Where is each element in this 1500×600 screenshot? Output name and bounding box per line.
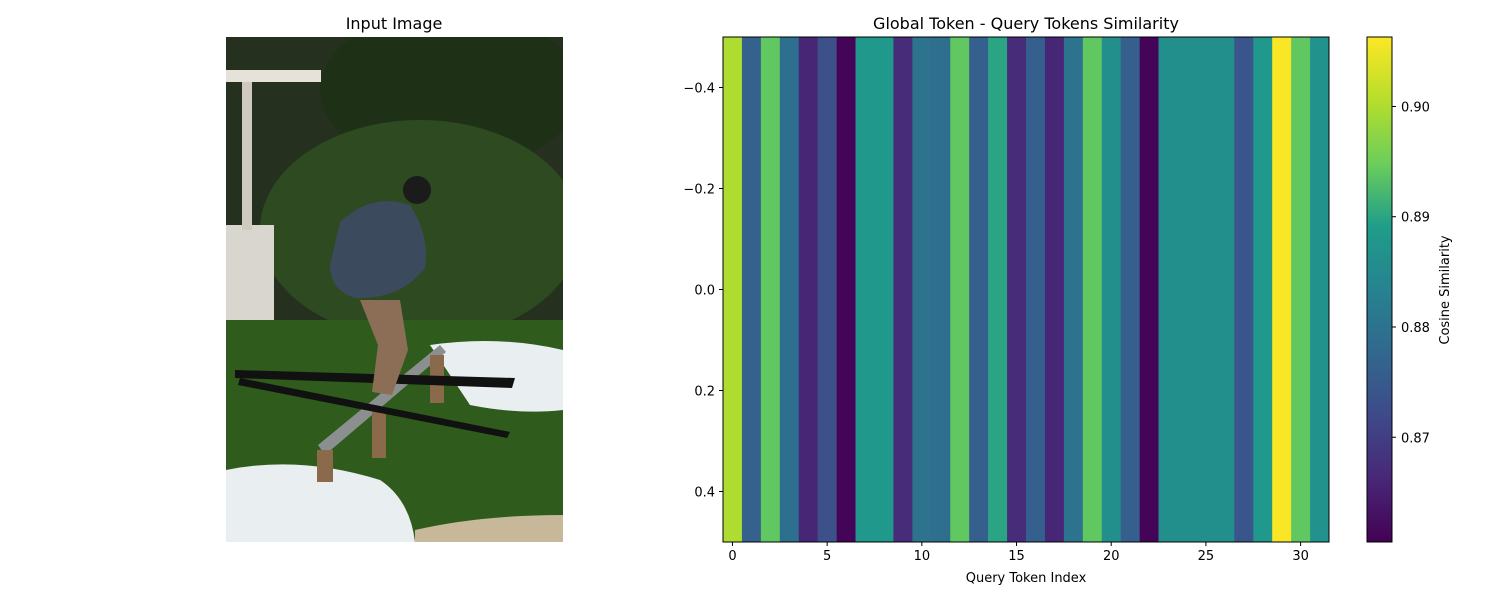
photo-snow-pile: [226, 464, 415, 542]
heatmap-cell: [1310, 37, 1330, 542]
photo-rail-metal: [318, 345, 446, 455]
x-tick-label: 15: [1008, 549, 1025, 564]
heatmap-cell: [969, 37, 989, 542]
heatmap-cell: [1196, 37, 1216, 542]
heatmap-cell: [1139, 37, 1159, 542]
photo-title: Input Image: [346, 14, 443, 33]
heatmap-cell: [1063, 37, 1084, 542]
input-photo: [226, 37, 563, 542]
x-tick-label: 10: [914, 549, 931, 564]
colorbar-tick-label: 0.88: [1401, 321, 1430, 336]
heatmap-cell: [1234, 37, 1254, 542]
chart-title: Global Token - Query Tokens Similarity: [873, 14, 1179, 33]
colorbar-label: Cosine Similarity: [1438, 235, 1453, 345]
x-tick-label: 25: [1198, 549, 1215, 564]
photo-skier-head: [403, 176, 431, 204]
photo-shed-post: [242, 82, 252, 230]
y-tick-label: 0.0: [694, 284, 715, 299]
heatmap-cell: [836, 37, 856, 542]
heatmap-cell: [950, 37, 970, 542]
photo-snow-patch: [430, 341, 563, 412]
y-tick-label: −0.4: [683, 82, 715, 97]
heatmap-cell: [1101, 37, 1121, 542]
heatmap-cell: [931, 37, 951, 542]
x-axis: 0 5 10 15 20 25 30: [728, 542, 1309, 564]
photo-rail-leg: [317, 450, 333, 482]
x-tick-label: 0: [728, 549, 736, 564]
heatmap-cell: [1253, 37, 1273, 542]
heatmap-cells: [723, 37, 1330, 542]
heatmap-cell: [1007, 37, 1027, 542]
heatmap-cell: [1215, 37, 1235, 542]
heatmap-cell: [912, 37, 932, 542]
heatmap-cell: [893, 37, 913, 542]
colorbar-tick-label: 0.90: [1401, 100, 1430, 115]
y-tick-label: 0.4: [694, 486, 715, 501]
colorbar-ticks: 0.87 0.88 0.89 0.90: [1392, 100, 1430, 446]
photo-tarp: [415, 515, 563, 542]
photo-shed-roof: [226, 70, 321, 82]
photo-skier-jacket: [330, 201, 426, 299]
heatmap-cell: [779, 37, 800, 542]
heatmap-cell: [1044, 37, 1065, 542]
y-axis: −0.4 −0.2 0.0 0.2 0.4: [683, 82, 723, 501]
x-tick-label: 5: [823, 549, 831, 564]
photo-rail-leg: [372, 410, 386, 458]
colorbar-tick-label: 0.87: [1401, 431, 1430, 446]
y-tick-label: 0.2: [694, 385, 715, 400]
x-tick-label: 30: [1292, 549, 1309, 564]
heatmap-cell: [1120, 37, 1140, 542]
x-axis-label: Query Token Index: [966, 571, 1087, 586]
heatmap-cell: [723, 37, 743, 542]
heatmap-cell: [1026, 37, 1046, 542]
y-tick-label: −0.2: [683, 183, 715, 198]
colorbar-tick-label: 0.89: [1401, 211, 1430, 226]
heatmap-cell: [741, 37, 762, 542]
heatmap-cell: [817, 37, 837, 542]
x-tick-label: 20: [1103, 549, 1120, 564]
photo-ski: [238, 378, 510, 438]
heatmap-cell: [1158, 37, 1178, 542]
heatmap-cell: [1272, 37, 1292, 542]
heatmap-cell: [1082, 37, 1103, 542]
colorbar: [1366, 36, 1393, 543]
heatmap-cell: [760, 37, 781, 542]
photo-skier-pants: [360, 300, 408, 395]
heatmap-cell: [1291, 37, 1311, 542]
heatmap-cell: [874, 37, 894, 542]
heatmap-cell: [798, 37, 818, 542]
heatmap-cell: [988, 37, 1008, 542]
heatmap-cell: [855, 37, 875, 542]
heatmap-cell: [1177, 37, 1197, 542]
